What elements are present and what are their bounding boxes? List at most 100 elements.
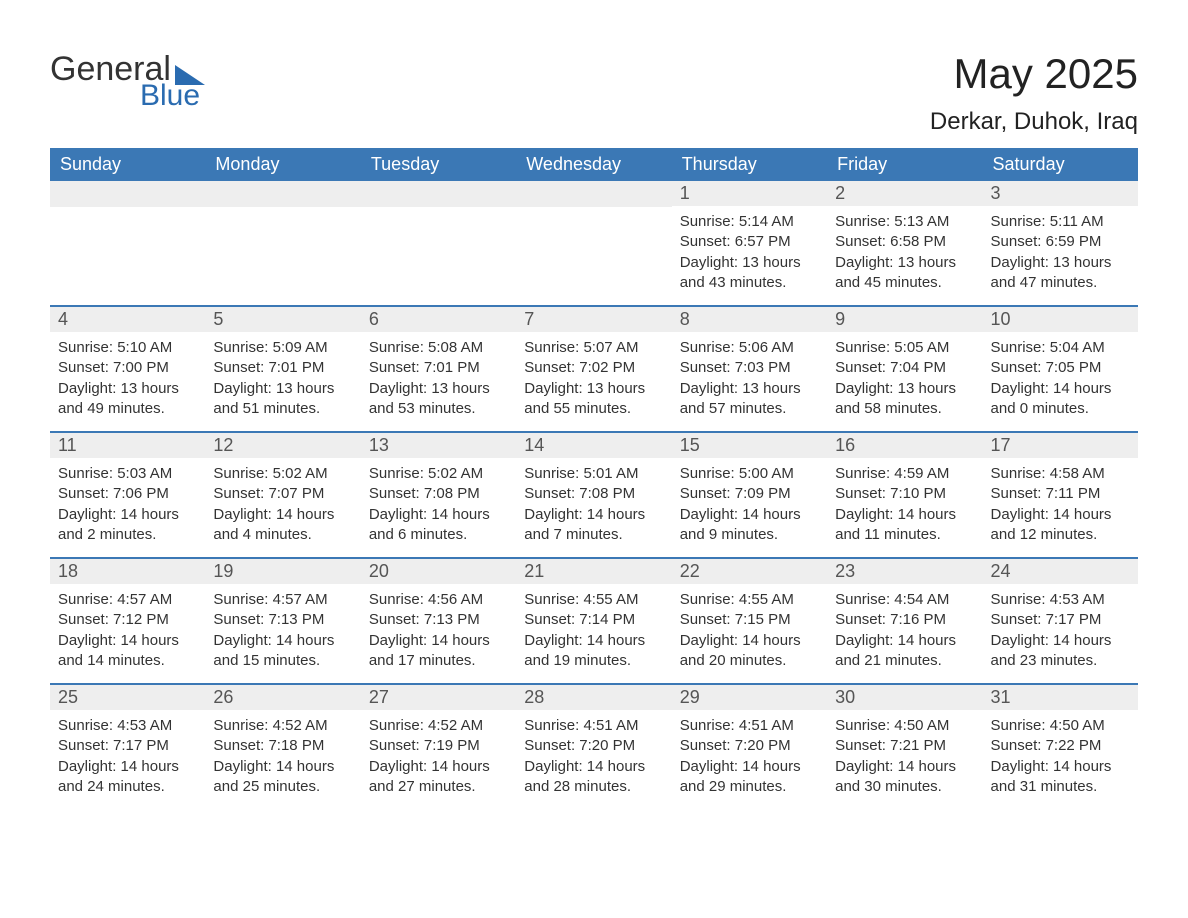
sunrise-line: Sunrise: 5:08 AM — [369, 338, 510, 358]
daylight-line: Daylight: 14 hours and 6 minutes. — [369, 505, 510, 546]
day-number: 10 — [983, 307, 1138, 332]
daylight-line: Daylight: 13 hours and 57 minutes. — [680, 379, 821, 420]
sunrise-line: Sunrise: 4:56 AM — [369, 590, 510, 610]
day-cell: 11Sunrise: 5:03 AMSunset: 7:06 PMDayligh… — [50, 433, 205, 557]
day-number: 22 — [672, 559, 827, 584]
day-number: 11 — [50, 433, 205, 458]
daylight-line: Daylight: 14 hours and 19 minutes. — [524, 631, 665, 672]
empty-day-header — [205, 181, 360, 207]
day-details: Sunrise: 4:51 AMSunset: 7:20 PMDaylight:… — [516, 710, 671, 797]
weekday-header: Thursday — [672, 148, 827, 181]
day-number: 24 — [983, 559, 1138, 584]
day-cell: 19Sunrise: 4:57 AMSunset: 7:13 PMDayligh… — [205, 559, 360, 683]
daylight-line: Daylight: 13 hours and 53 minutes. — [369, 379, 510, 420]
sunrise-line: Sunrise: 5:09 AM — [213, 338, 354, 358]
day-number: 6 — [361, 307, 516, 332]
day-cell: 2Sunrise: 5:13 AMSunset: 6:58 PMDaylight… — [827, 181, 982, 305]
sunrise-line: Sunrise: 5:10 AM — [58, 338, 199, 358]
sunset-line: Sunset: 7:01 PM — [369, 358, 510, 378]
day-cell: 13Sunrise: 5:02 AMSunset: 7:08 PMDayligh… — [361, 433, 516, 557]
day-cell: 18Sunrise: 4:57 AMSunset: 7:12 PMDayligh… — [50, 559, 205, 683]
day-cell — [516, 181, 671, 305]
daylight-line: Daylight: 13 hours and 45 minutes. — [835, 253, 976, 294]
day-details: Sunrise: 5:06 AMSunset: 7:03 PMDaylight:… — [672, 332, 827, 419]
daylight-line: Daylight: 13 hours and 47 minutes. — [991, 253, 1132, 294]
daylight-line: Daylight: 14 hours and 0 minutes. — [991, 379, 1132, 420]
sunrise-line: Sunrise: 4:52 AM — [369, 716, 510, 736]
daylight-line: Daylight: 14 hours and 4 minutes. — [213, 505, 354, 546]
day-details: Sunrise: 4:57 AMSunset: 7:13 PMDaylight:… — [205, 584, 360, 671]
sunset-line: Sunset: 7:18 PM — [213, 736, 354, 756]
sunset-line: Sunset: 6:58 PM — [835, 232, 976, 252]
day-details: Sunrise: 4:54 AMSunset: 7:16 PMDaylight:… — [827, 584, 982, 671]
day-cell: 5Sunrise: 5:09 AMSunset: 7:01 PMDaylight… — [205, 307, 360, 431]
day-cell: 16Sunrise: 4:59 AMSunset: 7:10 PMDayligh… — [827, 433, 982, 557]
day-cell: 25Sunrise: 4:53 AMSunset: 7:17 PMDayligh… — [50, 685, 205, 809]
day-cell — [50, 181, 205, 305]
empty-day-header — [516, 181, 671, 207]
day-number: 21 — [516, 559, 671, 584]
week-row: 25Sunrise: 4:53 AMSunset: 7:17 PMDayligh… — [50, 683, 1138, 809]
header: General Blue May 2025 Derkar, Duhok, Ira… — [50, 50, 1138, 136]
sunrise-line: Sunrise: 5:00 AM — [680, 464, 821, 484]
day-cell: 6Sunrise: 5:08 AMSunset: 7:01 PMDaylight… — [361, 307, 516, 431]
sunset-line: Sunset: 7:05 PM — [991, 358, 1132, 378]
daylight-line: Daylight: 14 hours and 30 minutes. — [835, 757, 976, 798]
day-cell — [205, 181, 360, 305]
day-cell: 3Sunrise: 5:11 AMSunset: 6:59 PMDaylight… — [983, 181, 1138, 305]
day-number: 30 — [827, 685, 982, 710]
daylight-line: Daylight: 13 hours and 49 minutes. — [58, 379, 199, 420]
day-number: 31 — [983, 685, 1138, 710]
daylight-line: Daylight: 14 hours and 2 minutes. — [58, 505, 199, 546]
weekday-header: Tuesday — [361, 148, 516, 181]
sunrise-line: Sunrise: 4:55 AM — [524, 590, 665, 610]
daylight-line: Daylight: 14 hours and 7 minutes. — [524, 505, 665, 546]
sunset-line: Sunset: 7:08 PM — [369, 484, 510, 504]
day-number: 12 — [205, 433, 360, 458]
weekday-header-row: SundayMondayTuesdayWednesdayThursdayFrid… — [50, 148, 1138, 181]
day-number: 25 — [50, 685, 205, 710]
day-number: 1 — [672, 181, 827, 206]
day-number: 17 — [983, 433, 1138, 458]
weekday-header: Monday — [205, 148, 360, 181]
day-number: 7 — [516, 307, 671, 332]
day-cell: 29Sunrise: 4:51 AMSunset: 7:20 PMDayligh… — [672, 685, 827, 809]
day-details: Sunrise: 4:58 AMSunset: 7:11 PMDaylight:… — [983, 458, 1138, 545]
day-cell: 21Sunrise: 4:55 AMSunset: 7:14 PMDayligh… — [516, 559, 671, 683]
sunrise-line: Sunrise: 4:55 AM — [680, 590, 821, 610]
daylight-line: Daylight: 14 hours and 29 minutes. — [680, 757, 821, 798]
sunset-line: Sunset: 7:20 PM — [680, 736, 821, 756]
sunset-line: Sunset: 7:02 PM — [524, 358, 665, 378]
day-number: 3 — [983, 181, 1138, 206]
sunrise-line: Sunrise: 5:04 AM — [991, 338, 1132, 358]
sunrise-line: Sunrise: 4:57 AM — [213, 590, 354, 610]
brand-logo: General Blue — [50, 50, 205, 113]
day-number: 9 — [827, 307, 982, 332]
day-cell: 14Sunrise: 5:01 AMSunset: 7:08 PMDayligh… — [516, 433, 671, 557]
day-details: Sunrise: 4:59 AMSunset: 7:10 PMDaylight:… — [827, 458, 982, 545]
sunset-line: Sunset: 7:16 PM — [835, 610, 976, 630]
daylight-line: Daylight: 14 hours and 31 minutes. — [991, 757, 1132, 798]
day-cell: 26Sunrise: 4:52 AMSunset: 7:18 PMDayligh… — [205, 685, 360, 809]
day-details: Sunrise: 5:05 AMSunset: 7:04 PMDaylight:… — [827, 332, 982, 419]
empty-day-header — [361, 181, 516, 207]
sunrise-line: Sunrise: 4:53 AM — [58, 716, 199, 736]
day-details: Sunrise: 4:53 AMSunset: 7:17 PMDaylight:… — [50, 710, 205, 797]
day-cell: 10 Sunrise: 5:04 AMSunset: 7:05 PMDayligh… — [983, 307, 1138, 431]
day-number: 5 — [205, 307, 360, 332]
sunrise-line: Sunrise: 5:13 AM — [835, 212, 976, 232]
day-details: Sunrise: 4:53 AMSunset: 7:17 PMDaylight:… — [983, 584, 1138, 671]
day-details: Sunrise: 5:00 AMSunset: 7:09 PMDaylight:… — [672, 458, 827, 545]
day-details: Sunrise: 5:08 AMSunset: 7:01 PMDaylight:… — [361, 332, 516, 419]
sunset-line: Sunset: 7:00 PM — [58, 358, 199, 378]
day-cell: 7Sunrise: 5:07 AMSunset: 7:02 PMDaylight… — [516, 307, 671, 431]
day-details: Sunrise: 4:52 AMSunset: 7:18 PMDaylight:… — [205, 710, 360, 797]
sunset-line: Sunset: 7:17 PM — [58, 736, 199, 756]
daylight-line: Daylight: 13 hours and 51 minutes. — [213, 379, 354, 420]
daylight-line: Daylight: 14 hours and 28 minutes. — [524, 757, 665, 798]
daylight-line: Daylight: 14 hours and 27 minutes. — [369, 757, 510, 798]
day-details: Sunrise: 5:02 AMSunset: 7:08 PMDaylight:… — [361, 458, 516, 545]
day-number: 26 — [205, 685, 360, 710]
sunrise-line: Sunrise: 4:50 AM — [835, 716, 976, 736]
weekday-header: Friday — [827, 148, 982, 181]
